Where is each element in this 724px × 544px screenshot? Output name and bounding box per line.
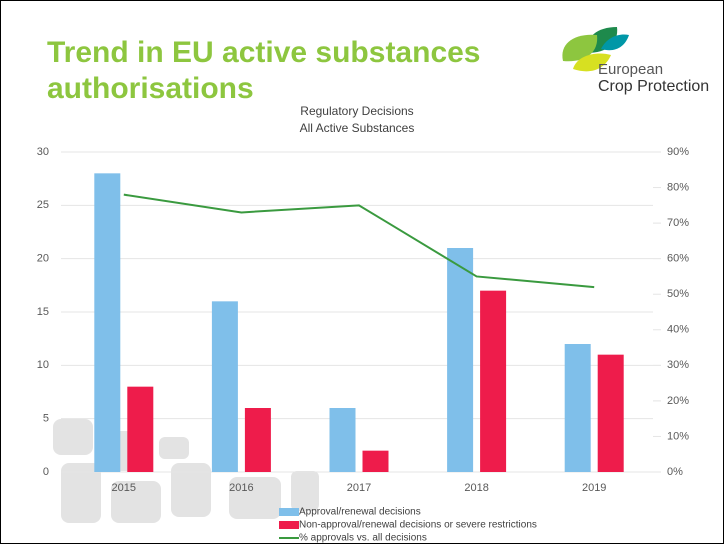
- legend-label: Non-approval/renewal decisions or severe…: [299, 520, 537, 531]
- y2-tick-label: 0%: [667, 466, 683, 478]
- bar: [480, 290, 507, 472]
- y2-tick-label: 40%: [667, 324, 689, 336]
- chart-subtitle: All Active Substances: [300, 121, 415, 135]
- y-tick-label: 10: [37, 359, 49, 371]
- legend-label: Approval/renewal decisions: [299, 507, 421, 518]
- y-tick-label: 25: [37, 199, 49, 211]
- y2-tick-label: 60%: [667, 253, 689, 265]
- y2-tick-label: 90%: [667, 146, 689, 158]
- y2-tick-label: 20%: [667, 395, 689, 407]
- y-tick-label: 5: [43, 413, 49, 425]
- background-decor: [53, 419, 319, 523]
- logo-line: Crop Protection: [598, 78, 709, 95]
- y-tick-label: 30: [37, 146, 49, 158]
- y-tick-label: 15: [37, 306, 49, 318]
- y2-tick-label: 30%: [667, 359, 689, 371]
- x-tick-label: 2017: [347, 482, 371, 494]
- x-tick-label: 2019: [582, 482, 606, 494]
- y2-tick-label: 80%: [667, 181, 689, 193]
- logo: European Crop Protection: [562, 27, 709, 95]
- y-tick-label: 20: [37, 253, 49, 265]
- logo-line: European: [598, 61, 663, 78]
- legend-swatch: [279, 508, 299, 516]
- bar: [362, 450, 389, 472]
- line: [123, 193, 595, 289]
- x-tick-label: 2015: [112, 482, 136, 494]
- y2-tick-label: 70%: [667, 217, 689, 229]
- slide-title: Trend in EU active substances authorisat…: [47, 36, 481, 105]
- x-tick-label: 2016: [229, 482, 253, 494]
- legend-label: % approvals vs. all decisions: [299, 533, 427, 543]
- bar: [127, 386, 154, 472]
- y2-tick-label: 10%: [667, 430, 689, 442]
- x-tick-label: 2018: [464, 482, 488, 494]
- y2-tick-label: 50%: [667, 288, 689, 300]
- legend-swatch: [279, 521, 299, 529]
- bar: [597, 354, 624, 472]
- bar: [564, 344, 591, 472]
- bar: [94, 173, 121, 473]
- bar: [447, 248, 474, 472]
- chart-title: Regulatory Decisions: [300, 104, 413, 118]
- bar: [329, 408, 356, 472]
- bar: [244, 408, 271, 472]
- y-tick-label: 0: [43, 466, 49, 478]
- bar: [211, 301, 238, 472]
